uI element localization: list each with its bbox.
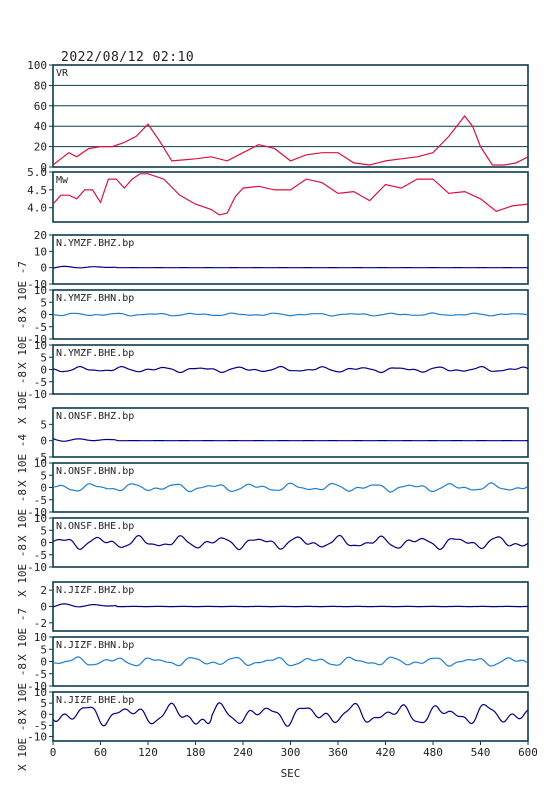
y-tick-label-n-jizf-bhe-bp-0: 10 <box>34 686 47 699</box>
y-tick-label-n-jizf-bhn-bp-0: 10 <box>34 631 47 644</box>
x-tick-label-8: 480 <box>423 746 443 759</box>
y-tick-label-n-ymzf-bhn-bp-1: 5 <box>40 296 47 309</box>
y-tick-label-n-ymzf-bhe-bp-2: 0 <box>40 364 47 377</box>
y-tick-label-vr-5: 0 <box>40 161 47 174</box>
y-tick-label-n-jizf-bhe-bp-1: 5 <box>40 697 47 710</box>
series-line-n-ymzf-bhz-bp <box>52 265 529 269</box>
panel-label-n-onsf-bhe-bp: N.ONSF.BHE.bp <box>56 521 134 532</box>
y-tick-label-n-jizf-bhz-bp-1: 0 <box>40 601 47 614</box>
y-tick-label-n-onsf-bhn-bp-0: 10 <box>34 457 47 470</box>
series-line-vr <box>52 115 529 166</box>
x-tick-label-2: 120 <box>138 746 158 759</box>
y-tick-label-n-jizf-bhn-bp-4: -10 <box>27 680 47 693</box>
series-line-n-jizf-bhe-bp <box>52 702 529 727</box>
y-tick-label-n-ymzf-bhn-bp-0: 10 <box>34 284 47 297</box>
y-tick-label-n-onsf-bhz-bp-1: 0 <box>40 435 47 448</box>
y-tick-label-n-ymzf-bhn-bp-3: -5 <box>34 321 47 334</box>
y-tick-label-n-onsf-bhe-bp-0: 10 <box>34 512 47 525</box>
x-axis-label: SEC <box>281 767 301 780</box>
y-tick-label-n-ymzf-bhz-bp-0: 20 <box>34 229 47 242</box>
y-tick-label-n-onsf-bhn-bp-1: 5 <box>40 469 47 482</box>
y-tick-label-n-ymzf-bhe-bp-0: 10 <box>34 339 47 352</box>
x-tick-label-6: 360 <box>328 746 348 759</box>
y-tick-label-vr-2: 60 <box>34 100 47 113</box>
y-tick-label-n-onsf-bhe-bp-1: 5 <box>40 524 47 537</box>
y-tick-label-vr-1: 80 <box>34 79 47 92</box>
x-tick-label-10: 600 <box>518 746 538 759</box>
unit-label-n-jizf-bhz-bp: X 10E -7 <box>16 608 29 661</box>
unit-label-n-jizf-bhn-bp: X 10E -8 <box>16 663 29 716</box>
series-line-n-ymzf-bhn-bp <box>53 312 529 317</box>
x-tick-label-9: 540 <box>471 746 491 759</box>
panel-label-n-jizf-bhn-bp: N.JIZF.BHN.bp <box>56 640 134 651</box>
y-tick-label-n-onsf-bhz-bp-0: 5 <box>40 418 47 431</box>
series-line-n-onsf-bhn-bp <box>52 482 529 493</box>
y-tick-label-n-ymzf-bhe-bp-1: 5 <box>40 351 47 364</box>
x-tick-label-1: 60 <box>94 746 107 759</box>
chart-title: 2022/08/12 02:10 <box>61 50 195 65</box>
y-tick-label-n-onsf-bhe-bp-3: -5 <box>34 549 47 562</box>
y-tick-label-n-onsf-bhn-bp-3: -5 <box>34 494 47 507</box>
y-tick-label-n-ymzf-bhz-bp-1: 10 <box>34 245 47 258</box>
y-tick-label-n-onsf-bhe-bp-2: 0 <box>40 537 47 550</box>
panel-label-n-jizf-bhz-bp: N.JIZF.BHZ.bp <box>56 585 134 596</box>
panel-label-n-onsf-bhz-bp: N.ONSF.BHZ.bp <box>56 411 134 422</box>
panel-label-n-ymzf-bhz-bp: N.YMZF.BHZ.bp <box>56 238 134 249</box>
y-tick-label-n-jizf-bhz-bp-2: -2 <box>34 617 47 630</box>
unit-label-n-onsf-bhe-bp: X 10E -8 <box>16 544 29 597</box>
panel-label-n-jizf-bhe-bp: N.JIZF.BHE.bp <box>56 695 134 706</box>
series-line-n-onsf-bhz-bp <box>52 438 528 442</box>
y-tick-label-mw-0: 5.0 <box>27 166 47 179</box>
y-tick-label-n-ymzf-bhn-bp-2: 0 <box>40 309 47 322</box>
series-line-mw <box>52 173 529 216</box>
y-tick-label-n-jizf-bhn-bp-3: -5 <box>34 668 47 681</box>
y-tick-label-n-ymzf-bhn-bp-4: -10 <box>27 333 47 346</box>
panel-label-n-ymzf-bhn-bp: N.YMZF.BHN.bp <box>56 293 134 304</box>
panel-frame-n-ymzf-bhz-bp <box>52 234 529 285</box>
y-tick-label-n-ymzf-bhe-bp-3: -5 <box>34 376 47 389</box>
x-tick-label-3: 180 <box>186 746 206 759</box>
unit-label-n-onsf-bhz-bp: X 10E -4 <box>16 434 29 487</box>
series-line-n-ymzf-bhe-bp <box>52 365 529 374</box>
series-line-n-jizf-bhn-bp <box>52 656 529 667</box>
panel-label-mw: Mw <box>56 175 69 186</box>
unit-label-n-onsf-bhn-bp: X 10E -8 <box>16 489 29 542</box>
panel-label-n-onsf-bhn-bp: N.ONSF.BHN.bp <box>56 466 134 477</box>
x-tick-label-4: 240 <box>233 746 253 759</box>
y-tick-label-mw-1: 4.5 <box>27 184 47 197</box>
panel-frame-vr <box>52 64 529 168</box>
unit-label-n-ymzf-bhz-bp: X 10E -7 <box>16 261 29 314</box>
series-line-n-jizf-bhz-bp <box>52 603 528 608</box>
y-tick-label-vr-3: 40 <box>34 120 47 133</box>
y-tick-label-n-ymzf-bhe-bp-4: -10 <box>27 388 47 401</box>
y-tick-label-n-jizf-bhe-bp-3: -5 <box>34 719 47 732</box>
y-tick-label-n-jizf-bhz-bp-0: 2 <box>40 584 47 597</box>
series-line-n-onsf-bhe-bp <box>52 534 529 551</box>
y-tick-label-n-jizf-bhn-bp-2: 0 <box>40 656 47 669</box>
y-tick-label-n-jizf-bhe-bp-4: -10 <box>27 731 47 744</box>
y-tick-label-n-onsf-bhe-bp-4: -10 <box>27 561 47 574</box>
y-tick-label-n-onsf-bhn-bp-2: 0 <box>40 482 47 495</box>
x-tick-label-5: 300 <box>281 746 301 759</box>
y-tick-label-n-jizf-bhn-bp-1: 5 <box>40 643 47 656</box>
y-tick-label-n-onsf-bhn-bp-4: -10 <box>27 506 47 519</box>
panel-frame-n-onsf-bhz-bp <box>52 407 529 458</box>
panel-frame-mw <box>52 171 529 223</box>
x-tick-label-7: 420 <box>376 746 396 759</box>
y-tick-label-mw-2: 4.0 <box>27 202 47 215</box>
x-tick-label-0: 0 <box>50 746 57 759</box>
y-tick-label-vr-4: 20 <box>34 141 47 154</box>
unit-label-n-ymzf-bhe-bp: X 10E -8 <box>16 371 29 424</box>
y-tick-label-n-jizf-bhe-bp-2: 0 <box>40 708 47 721</box>
unit-label-n-jizf-bhe-bp: X 10E -8 <box>16 718 29 771</box>
y-tick-label-n-onsf-bhz-bp-2: -5 <box>34 451 47 464</box>
y-tick-label-vr-0: 100 <box>27 59 47 72</box>
y-tick-label-n-ymzf-bhz-bp-3: -10 <box>27 278 47 291</box>
panel-label-vr: VR <box>56 68 69 79</box>
panel-label-n-ymzf-bhe-bp: N.YMZF.BHE.bp <box>56 348 134 359</box>
y-tick-label-n-ymzf-bhz-bp-2: 0 <box>40 262 47 275</box>
unit-label-n-ymzf-bhn-bp: X 10E -8 <box>16 316 29 369</box>
